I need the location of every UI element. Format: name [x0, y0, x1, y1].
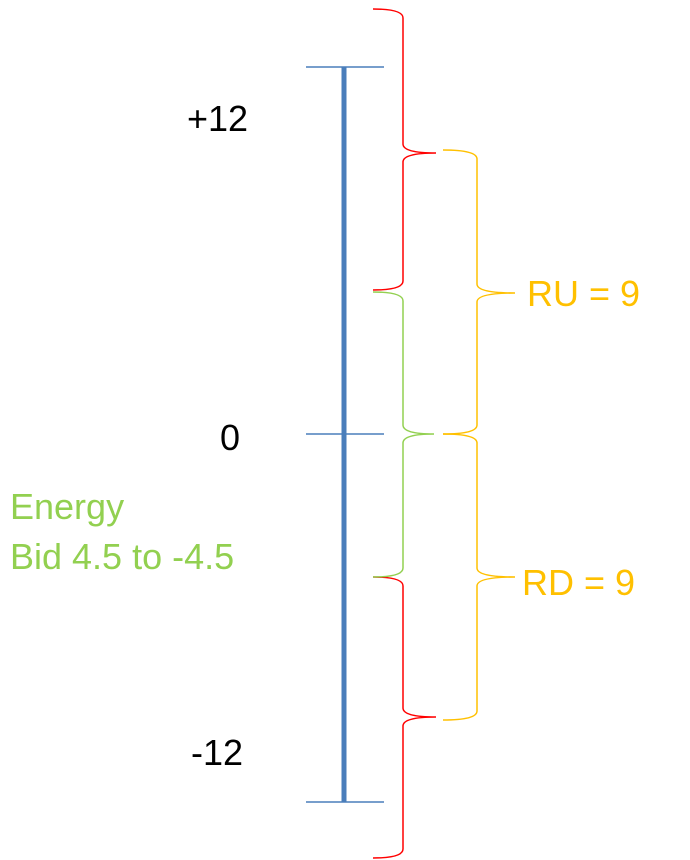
- top-value-label: +12: [187, 98, 249, 139]
- energy-brace: [372, 291, 435, 578]
- bottom-value-label: -12: [191, 732, 244, 773]
- lower-red-brace: [372, 576, 437, 859]
- rd-label: RD = 9: [522, 562, 636, 603]
- ru-label: RU = 9: [527, 273, 641, 314]
- energy-bid-label: Bid 4.5 to -4.5: [10, 536, 235, 577]
- rd-brace: [442, 433, 516, 721]
- ru-brace: [442, 149, 516, 435]
- zero-value-label: 0: [220, 417, 241, 458]
- upper-red-brace: [372, 8, 437, 291]
- energy-label: Energy: [10, 486, 125, 527]
